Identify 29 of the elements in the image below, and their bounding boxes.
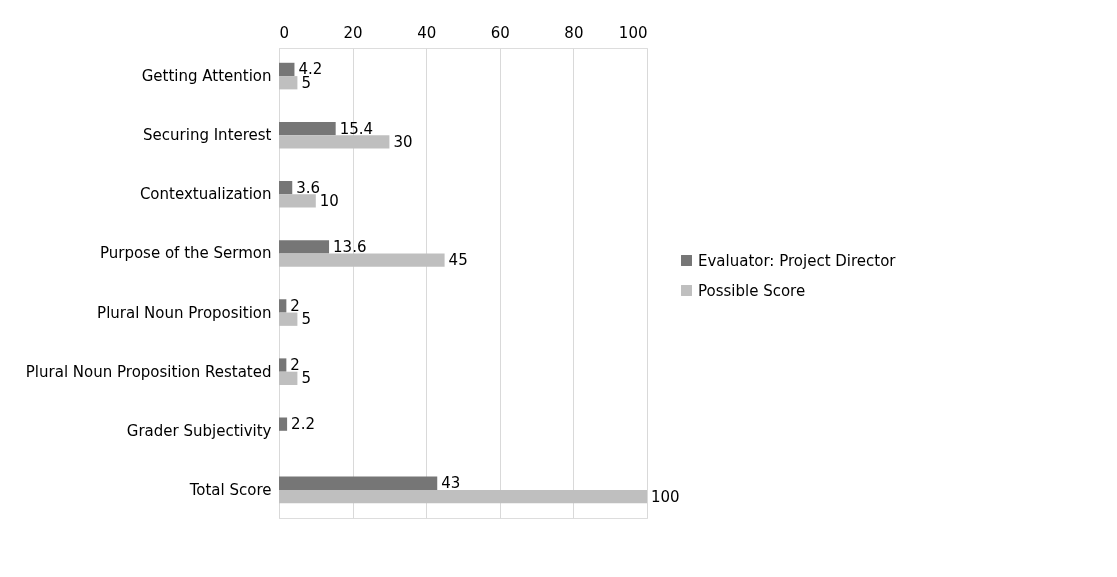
data-label: 10 — [319, 191, 339, 210]
x-tick-label: 100 — [618, 23, 648, 42]
x-tick-label: 20 — [343, 23, 363, 42]
data-label: 5 — [301, 310, 311, 329]
x-tick-label: 0 — [279, 23, 290, 42]
y-tick-label: Securing Interest — [143, 126, 272, 145]
data-label: 13.6 — [333, 237, 367, 256]
x-tick-label: 40 — [417, 23, 437, 42]
data-label: 2 — [290, 296, 300, 315]
data-label: 15.4 — [339, 119, 374, 138]
data-label: 43 — [441, 474, 461, 493]
y-tick-label: Getting Attention — [141, 67, 272, 86]
y-tick-label: Plural Noun Proposition — [97, 303, 272, 322]
y-tick-label: Purpose of the Sermon — [99, 244, 272, 263]
y-tick-label: Grader Subjectivity — [126, 421, 272, 440]
data-label: 3.6 — [296, 178, 321, 197]
x-tick-label: 60 — [490, 23, 510, 42]
data-label: 100 — [651, 487, 680, 506]
data-label: 30 — [393, 132, 413, 151]
x-tick-label: 80 — [564, 23, 584, 42]
y-tick-label: Plural Noun Proposition Restated — [25, 362, 272, 381]
legend-label: Evaluator: Project Director — [698, 251, 897, 270]
data-label: 45 — [448, 251, 468, 270]
y-tick-label: Total Score — [188, 480, 272, 499]
y-tick-label: Contextualization — [139, 185, 272, 204]
data-label: 2.2 — [291, 415, 315, 434]
data-label: 5 — [301, 369, 311, 388]
data-label: 2 — [290, 356, 300, 375]
legend-label: Possible Score — [698, 281, 806, 300]
